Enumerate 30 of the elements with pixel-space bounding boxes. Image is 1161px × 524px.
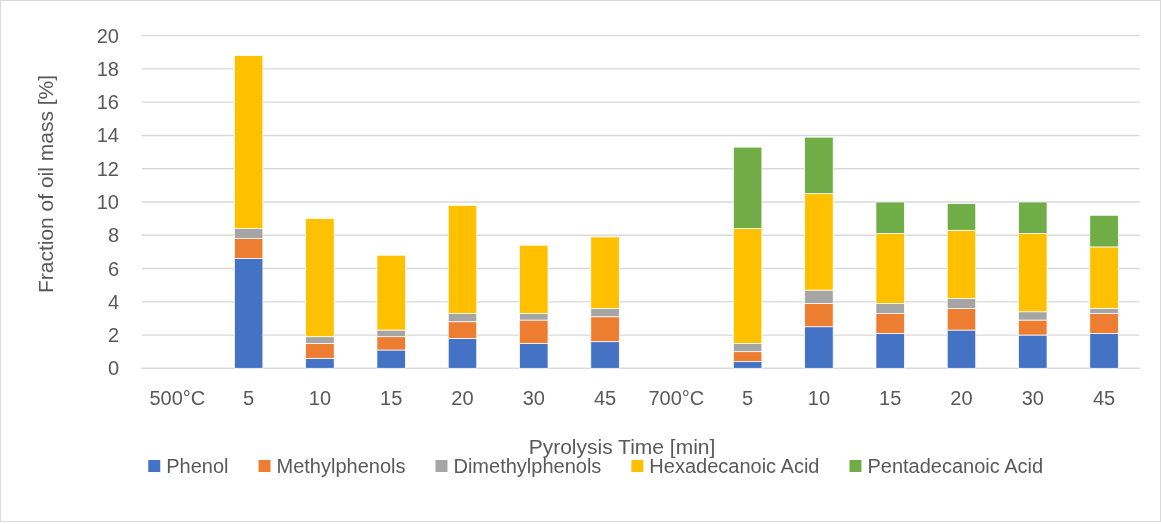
y-tick-label: 20 — [96, 24, 119, 47]
x-tick-label: 500°C — [149, 387, 206, 409]
legend-label: Pentadecanoic Acid — [867, 455, 1044, 477]
y-tick-label: 4 — [107, 290, 119, 313]
y-axis-title: Fraction of oil mass [%] — [34, 74, 58, 294]
y-tick-label: 14 — [96, 124, 119, 147]
x-tick-label: 20 — [950, 387, 973, 409]
x-tick-label: 5 — [243, 387, 255, 409]
x-tick-label: 5 — [742, 387, 754, 409]
y-tick-label: 18 — [96, 57, 119, 80]
y-tick-label: 16 — [96, 91, 119, 114]
y-tick-label: 8 — [107, 224, 119, 247]
legend-label: Methylphenols — [276, 455, 406, 477]
x-tick-label: 15 — [380, 387, 403, 409]
y-tick-label: 10 — [96, 191, 119, 213]
x-tick-label: 30 — [1021, 387, 1044, 409]
x-tick-label: 15 — [879, 387, 902, 409]
x-tick-label: 700°C — [648, 387, 705, 409]
y-tick-label: 6 — [107, 257, 119, 280]
x-tick-label: 45 — [1092, 387, 1116, 409]
legend-label: Phenol — [166, 455, 229, 477]
x-tick-label: 10 — [308, 387, 332, 409]
x-tick-label: 10 — [807, 387, 831, 409]
y-tick-label: 12 — [96, 157, 119, 180]
y-tick-label: 0 — [107, 357, 119, 380]
x-tick-label: 30 — [522, 387, 545, 409]
x-tick-label: 20 — [451, 387, 474, 409]
y-tick-label: 2 — [107, 324, 119, 347]
x-axis-title: Pyrolysis Time [min] — [528, 435, 716, 459]
x-tick-label: 45 — [593, 387, 617, 409]
